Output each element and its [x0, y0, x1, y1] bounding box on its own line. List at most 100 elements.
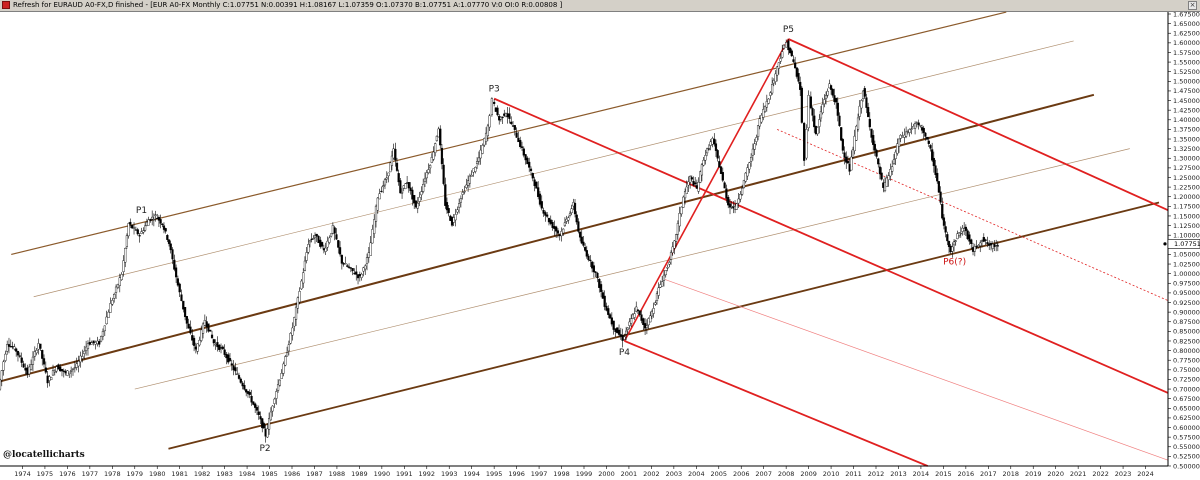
price-bar	[107, 309, 110, 318]
x-tick-label: 2006	[733, 470, 750, 478]
price-bar	[531, 172, 534, 182]
price-bar	[192, 335, 196, 352]
price-bar	[889, 163, 892, 181]
price-bar	[787, 38, 790, 55]
price-bar	[369, 236, 372, 256]
price-bar	[887, 172, 890, 187]
price-bar	[276, 379, 280, 393]
price-bar	[927, 136, 930, 147]
price-bar	[996, 241, 999, 252]
price-bar	[986, 236, 989, 248]
price-bar	[387, 172, 390, 183]
price-bar	[182, 300, 185, 313]
price-bar	[347, 263, 351, 269]
channel-line-brown-upper	[11, 11, 1007, 256]
price-bar	[519, 136, 522, 149]
y-tick-label: 0.75000	[1173, 366, 1200, 374]
y-tick-label: 1.30000	[1173, 155, 1200, 163]
price-bar	[461, 189, 464, 200]
price-bar	[447, 205, 450, 217]
price-bar	[932, 151, 935, 173]
x-tick-label: 1975	[37, 470, 54, 478]
y-tick-label: 0.97500	[1173, 280, 1200, 288]
price-bar	[152, 213, 155, 227]
price-bar	[524, 154, 527, 165]
price-bar	[435, 135, 438, 142]
x-tick-label: 2004	[688, 470, 705, 478]
price-bar	[596, 271, 599, 283]
price-bar	[769, 91, 772, 100]
price-bar	[167, 239, 171, 247]
price-bar	[664, 270, 667, 278]
price-bar	[790, 48, 793, 57]
price-bar	[792, 55, 795, 64]
price-bar	[344, 256, 347, 265]
price-bar	[587, 253, 590, 262]
price-bar	[840, 127, 843, 142]
price-bar	[753, 138, 756, 156]
price-bar	[397, 169, 400, 186]
channel-line-brown-lower	[168, 201, 1160, 450]
price-bar	[22, 360, 25, 368]
price-bar	[329, 233, 333, 238]
y-tick-label: 1.47500	[1173, 87, 1200, 95]
price-bar	[590, 260, 594, 273]
price-bar	[68, 371, 71, 378]
price-bar	[16, 350, 20, 362]
price-bar	[98, 338, 101, 348]
x-tick-label: 1993	[441, 470, 458, 478]
price-bar	[758, 115, 761, 130]
price-bar	[212, 338, 215, 347]
price-bar	[385, 171, 388, 184]
price-bar	[936, 168, 939, 184]
y-tick-label: 0.82500	[1173, 337, 1200, 345]
price-bar	[612, 320, 615, 335]
price-bar	[845, 151, 848, 169]
last-value-marker: 1.07751	[1163, 239, 1200, 249]
price-bar	[454, 208, 457, 227]
price-bar	[118, 273, 121, 293]
x-tick-label: 1988	[329, 470, 346, 478]
price-bar	[136, 227, 139, 236]
price-bar	[626, 327, 629, 335]
price-bar	[674, 233, 678, 248]
channel-line-red-dotted	[777, 129, 1169, 301]
price-bar	[824, 91, 828, 105]
x-tick-label: 2010	[823, 470, 840, 478]
price-bar	[239, 377, 242, 384]
price-bar	[781, 44, 784, 59]
title-bar: Refresh for EURAUD A0-FX,D finished - [E…	[0, 0, 1200, 12]
price-bar	[312, 235, 315, 240]
close-icon[interactable]: ×	[1188, 1, 1197, 10]
price-bar	[373, 214, 376, 239]
x-tick-label: 2000	[598, 470, 615, 478]
price-bar	[252, 401, 255, 406]
price-bar	[351, 268, 354, 276]
price-bar	[968, 231, 971, 245]
price-bar	[53, 369, 56, 376]
x-tick-label: 1997	[531, 470, 548, 478]
price-bar	[300, 279, 303, 290]
price-bar	[946, 231, 949, 245]
price-bar	[776, 66, 779, 82]
price-bar	[585, 245, 588, 259]
price-bar	[486, 123, 489, 142]
x-tick-label: 1996	[508, 470, 525, 478]
price-bar	[819, 105, 823, 122]
price-bar	[851, 146, 855, 158]
x-tick-label: 2001	[621, 470, 638, 478]
price-bar	[416, 197, 419, 214]
y-tick-label: 0.80000	[1173, 347, 1200, 355]
y-tick-label: 0.55000	[1173, 443, 1200, 451]
price-bar	[356, 274, 360, 285]
channel-line-red-upper	[788, 38, 1169, 212]
price-bar	[562, 228, 565, 236]
y-tick-label: 1.37500	[1173, 126, 1200, 134]
price-bar	[349, 266, 352, 273]
price-bar	[463, 185, 466, 195]
price-bar	[291, 322, 294, 341]
price-bar	[305, 246, 308, 264]
price-bar	[162, 222, 166, 234]
price-bar	[616, 327, 619, 334]
